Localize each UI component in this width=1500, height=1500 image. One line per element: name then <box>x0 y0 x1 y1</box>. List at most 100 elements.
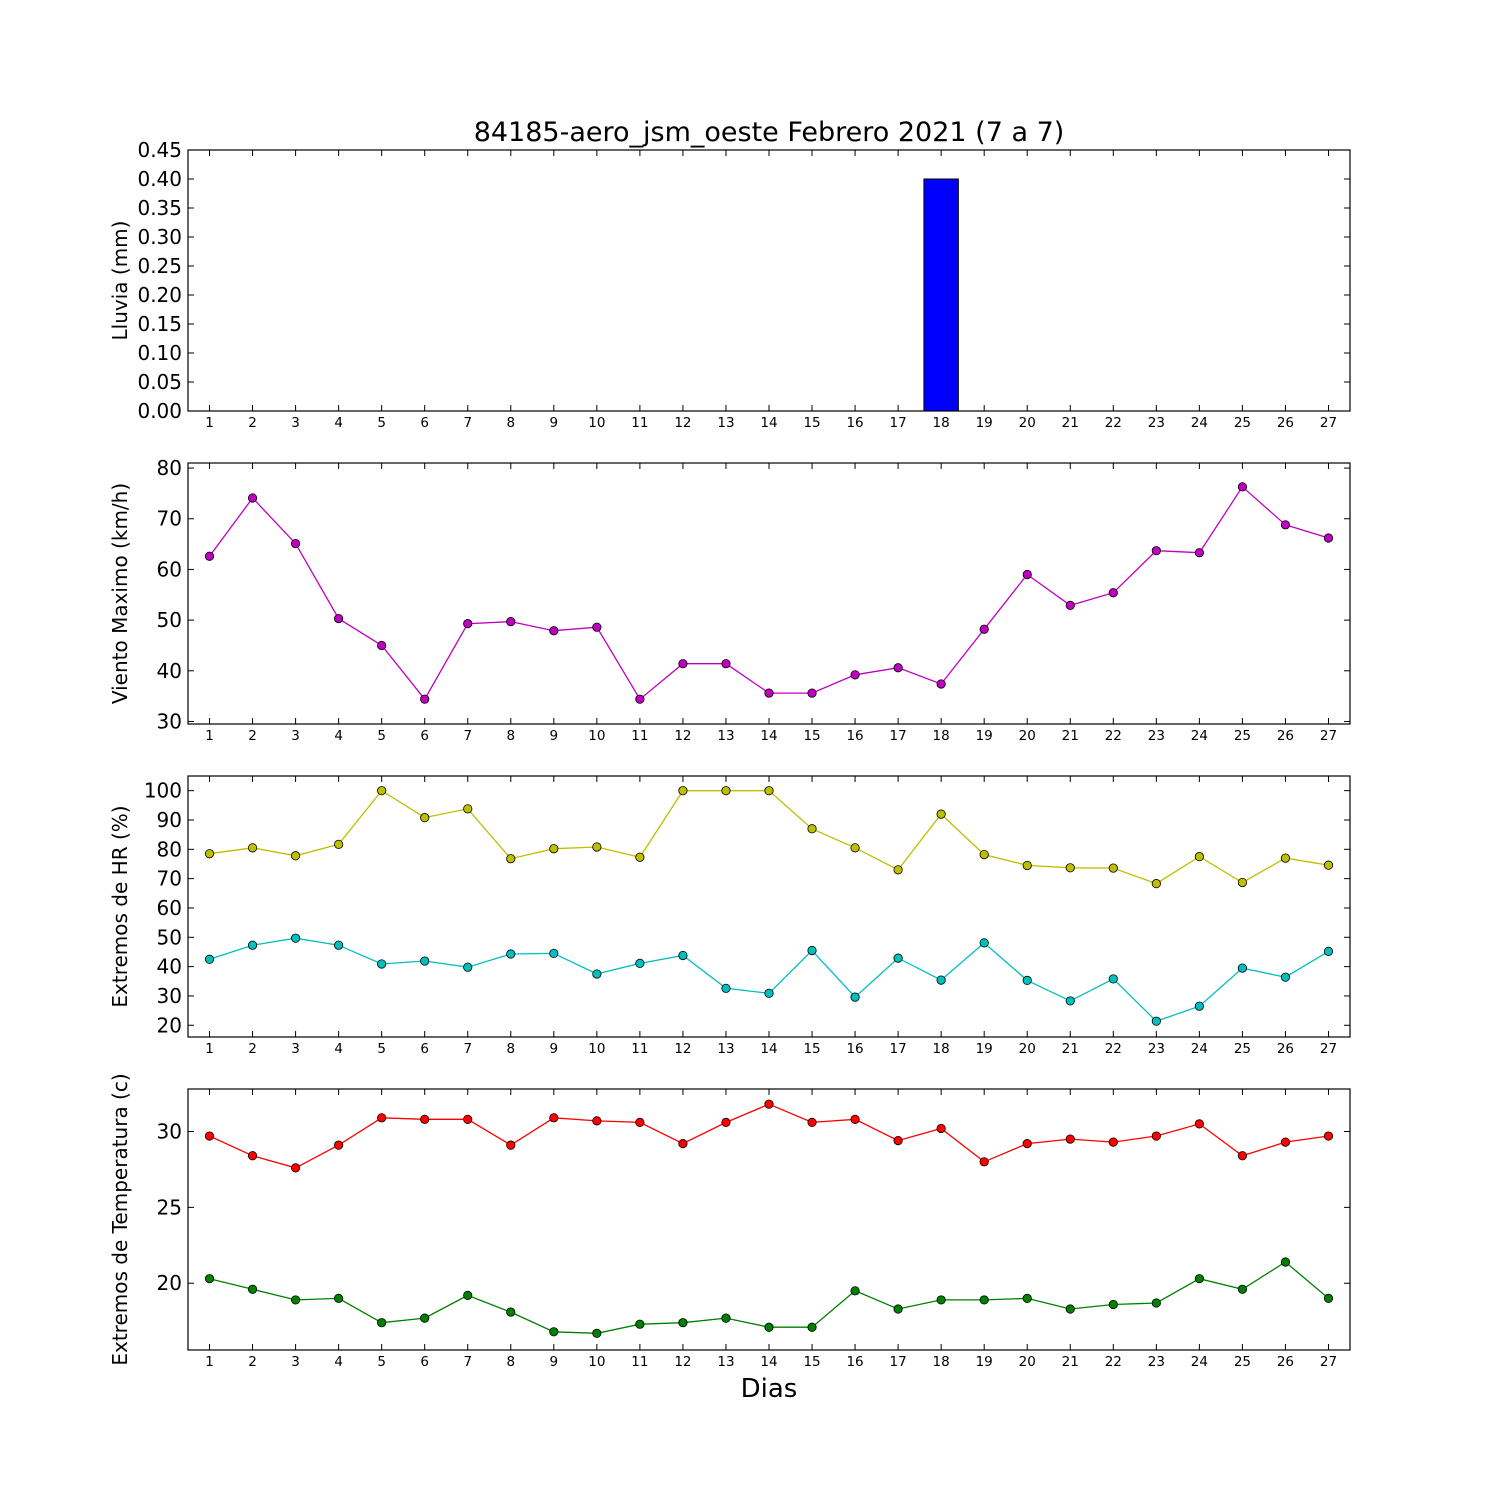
wind-y-axis-label: Viento Maximo (km/h) <box>108 483 132 704</box>
humidity-x-tick-label: 5 <box>377 1041 386 1057</box>
temperature-x-tick-label: 22 <box>1105 1354 1122 1370</box>
temperature-x-tick-label: 20 <box>1019 1354 1036 1370</box>
rain-x-tick-label: 23 <box>1148 415 1165 431</box>
humidity-y-tick-label: 50 <box>157 925 182 949</box>
hr-min-point <box>635 958 645 968</box>
hr-min-point <box>1108 974 1118 984</box>
humidity-x-tick-label: 4 <box>334 1041 343 1057</box>
temperature-x-tick-label: 13 <box>717 1354 734 1370</box>
temp-max-point <box>1237 1151 1248 1161</box>
hr-max-point <box>290 851 301 861</box>
rain-x-tick-label: 25 <box>1234 415 1251 431</box>
hr-min-point <box>377 959 387 969</box>
temp-max-point <box>549 1113 559 1123</box>
temp-max-point <box>764 1099 774 1109</box>
hr-max-point <box>1065 863 1075 873</box>
rain-x-tick-label: 26 <box>1277 415 1294 431</box>
rain-panel: Lluvia (mm) 0.00 0.05 0.10 0.15 0.20 0.25 0.30 0… <box>108 138 1351 431</box>
temp-min-point <box>377 1318 387 1328</box>
temp-max-point <box>979 1157 989 1167</box>
rain-x-tick-label: 3 <box>291 415 300 431</box>
wind-y-tick-label: 50 <box>157 608 182 632</box>
temperature-x-tick-label: 17 <box>890 1354 907 1370</box>
wind-x-tick-label: 1 <box>205 728 214 744</box>
humidity-y-tick-label: 20 <box>157 1013 182 1037</box>
rain-y-tick-label: 0.45 <box>137 138 182 162</box>
temperature-y-axis-label: Extremos de Temperatura (c) <box>108 1073 132 1365</box>
wind-x-tick-label: 27 <box>1320 728 1337 744</box>
wind-max-point <box>1280 520 1291 530</box>
rain-x-tick-label: 10 <box>588 415 605 431</box>
rain-bar <box>923 178 959 412</box>
temp-max-point <box>204 1131 215 1141</box>
hr-max-point <box>1108 863 1118 873</box>
temperature-x-tick-label: 24 <box>1191 1354 1208 1370</box>
wind-x-tick-label: 10 <box>588 728 605 744</box>
temp-min-point <box>764 1322 774 1332</box>
humidity-x-tick-label: 8 <box>506 1041 515 1057</box>
rain-x-tick-label: 27 <box>1320 415 1337 431</box>
hr-min-point <box>807 945 817 956</box>
hr-max-point <box>334 839 344 849</box>
humidity-x-tick-label: 14 <box>760 1041 777 1057</box>
temperature-x-tick-label: 11 <box>631 1354 648 1370</box>
wind-max-point <box>204 551 215 561</box>
rain-x-tick-label: 14 <box>760 415 777 431</box>
hr-max-point <box>979 849 989 860</box>
rain-x-tick-label: 17 <box>890 415 907 431</box>
hr-min-point <box>721 983 731 993</box>
humidity-x-tick-label: 7 <box>463 1041 472 1057</box>
humidity-x-tick-label: 17 <box>890 1041 907 1057</box>
humidity-x-tick-label: 1 <box>205 1041 214 1057</box>
rain-y-tick-label: 0.00 <box>137 399 182 423</box>
wind-max-point <box>420 694 430 704</box>
temp-max-point <box>1151 1131 1161 1141</box>
wind-x-tick-label: 20 <box>1019 728 1036 744</box>
wind-max-point <box>850 670 860 680</box>
temp-min-point <box>592 1328 602 1338</box>
temperature-x-tick-label: 19 <box>976 1354 993 1370</box>
hr-min-point <box>1237 963 1248 973</box>
hr-min-point <box>420 956 430 966</box>
humidity-x-tick-label: 2 <box>248 1041 257 1057</box>
wind-max-point <box>807 688 817 698</box>
wind-max-point <box>1151 546 1161 556</box>
rain-y-tick-label: 0.15 <box>137 312 182 336</box>
temperature-x-tick-label: 14 <box>760 1354 777 1370</box>
humidity-x-tick-label: 25 <box>1234 1041 1251 1057</box>
temp-min-point <box>463 1290 473 1300</box>
hr-min-point <box>290 933 301 943</box>
temp-min-point <box>979 1295 989 1305</box>
rain-plot-frame <box>187 149 1351 412</box>
wind-x-tick-label: 16 <box>846 728 863 744</box>
wind-x-tick-label: 17 <box>890 728 907 744</box>
wind-max-point <box>721 659 731 669</box>
wind-max-point <box>936 679 946 689</box>
temperature-plot-frame <box>187 1088 1351 1351</box>
temp-min-point <box>290 1295 301 1305</box>
wind-y-tick-label: 60 <box>157 557 182 581</box>
rain-x-tick-label: 19 <box>976 415 993 431</box>
wind-x-tick-label: 25 <box>1234 728 1251 744</box>
rain-x-tick-label: 21 <box>1062 415 1079 431</box>
temperature-x-tick-label: 23 <box>1148 1354 1165 1370</box>
temp-min-point <box>850 1286 860 1296</box>
humidity-y-tick-label: 40 <box>157 955 182 979</box>
humidity-y-tick-label: 30 <box>157 984 182 1008</box>
wind-x-tick-label: 26 <box>1277 728 1294 744</box>
wind-max-point <box>1022 569 1032 580</box>
hr-max-point <box>635 852 645 862</box>
hr-min-point <box>764 988 774 998</box>
rain-x-tick-label: 6 <box>420 415 429 431</box>
temp-max-point <box>893 1135 903 1146</box>
temp-max-point <box>1065 1134 1075 1144</box>
temperature-x-tick-label: 10 <box>588 1354 605 1370</box>
hr-min-point <box>1022 975 1032 986</box>
rain-x-tick-label: 12 <box>674 415 691 431</box>
wind-x-tick-label: 3 <box>291 728 300 744</box>
wind-max-point <box>1237 482 1248 492</box>
wind-max-point <box>1108 588 1118 598</box>
humidity-y-axis-label: Extremos de HR (%) <box>108 805 132 1007</box>
